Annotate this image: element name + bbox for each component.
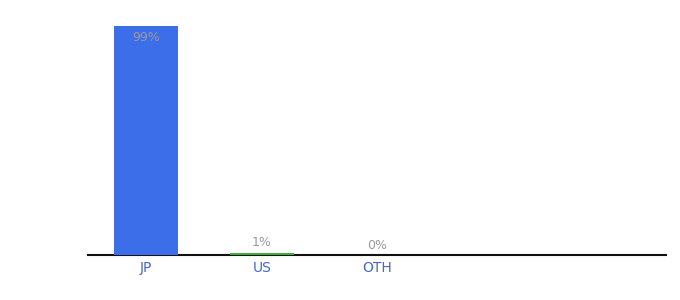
Bar xyxy=(230,253,294,255)
Text: 99%: 99% xyxy=(133,31,160,44)
Text: 0%: 0% xyxy=(367,238,388,251)
Bar xyxy=(114,26,178,255)
Text: 1%: 1% xyxy=(252,236,272,249)
